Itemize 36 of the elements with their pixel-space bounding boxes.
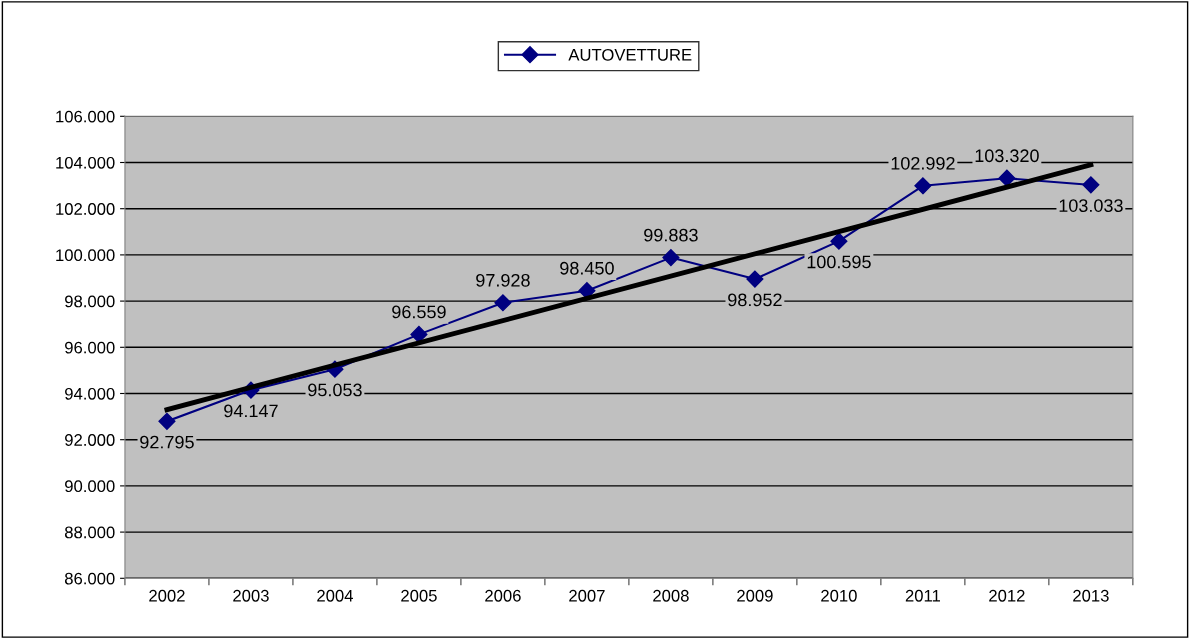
- x-tick-label: 2012: [989, 589, 1025, 602]
- y-tick-label: 100.000: [56, 249, 115, 262]
- data-label: 102.992: [891, 156, 955, 170]
- x-tick-label: 2011: [905, 589, 941, 602]
- x-tick-label: 2009: [737, 589, 773, 602]
- x-tick-label: 2003: [233, 589, 269, 602]
- x-tick-label: 2004: [317, 589, 353, 602]
- y-tick-label: 104.000: [56, 156, 115, 169]
- y-tick-label: 102.000: [56, 203, 115, 215]
- x-tick-label: 2010: [821, 589, 857, 602]
- y-tick-label: 92.000: [65, 434, 115, 446]
- y-tick-label: 86.000: [64, 572, 115, 585]
- y-tick-label: 106.000: [56, 110, 115, 123]
- y-tick-label: 94.000: [65, 387, 115, 400]
- data-label: 99.883: [644, 228, 698, 242]
- data-label: 92.795: [140, 435, 194, 449]
- y-tick-label: 90.000: [65, 480, 115, 493]
- x-tick-label: 2008: [653, 589, 689, 602]
- data-label: 95.053: [308, 383, 362, 397]
- x-tick-label: 2006: [485, 589, 521, 602]
- data-label: 103.320: [975, 149, 1039, 163]
- data-label: 97.928: [476, 273, 530, 287]
- data-label: 103.033: [1059, 199, 1123, 212]
- x-tick-label: 2005: [401, 589, 437, 602]
- data-label: 100.595: [807, 255, 871, 269]
- x-tick-label: 2007: [569, 589, 605, 602]
- data-label: 98.952: [728, 293, 782, 307]
- y-tick-label: 98.000: [65, 295, 115, 308]
- data-label: 98.450: [560, 261, 614, 275]
- y-tick-label: 96.000: [65, 341, 115, 354]
- x-tick-label: 2002: [149, 589, 185, 602]
- y-tick-label: 88.000: [64, 526, 115, 539]
- legend-label: AUTOVETTURE: [568, 48, 692, 61]
- data-label: 96.559: [392, 305, 446, 319]
- x-tick-label: 2013: [1073, 589, 1109, 602]
- data-label: 94.147: [224, 404, 278, 418]
